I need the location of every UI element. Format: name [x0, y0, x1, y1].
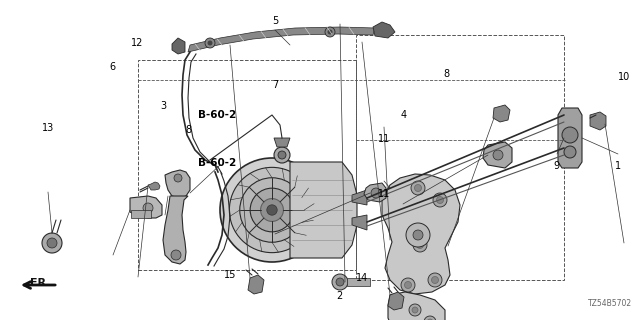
Bar	[138, 60, 356, 270]
Polygon shape	[558, 108, 582, 168]
Polygon shape	[172, 38, 185, 54]
Polygon shape	[352, 215, 367, 230]
Polygon shape	[364, 183, 386, 202]
Circle shape	[417, 242, 424, 249]
Text: 13: 13	[42, 123, 54, 133]
Circle shape	[427, 319, 433, 320]
Text: 11: 11	[378, 188, 390, 199]
Polygon shape	[347, 278, 370, 286]
Bar	[131, 210, 151, 218]
Circle shape	[412, 307, 418, 313]
Circle shape	[171, 250, 181, 260]
Circle shape	[267, 205, 277, 215]
Polygon shape	[165, 170, 190, 198]
Circle shape	[229, 167, 315, 253]
Text: FR.: FR.	[29, 278, 51, 288]
Circle shape	[409, 304, 421, 316]
Text: B-60-2: B-60-2	[198, 158, 237, 168]
Text: 2: 2	[336, 291, 342, 301]
Polygon shape	[590, 112, 606, 130]
Circle shape	[328, 29, 333, 35]
Text: TZ54B5702: TZ54B5702	[588, 299, 632, 308]
Text: 8: 8	[444, 68, 450, 79]
Circle shape	[415, 185, 422, 191]
Text: 3: 3	[160, 100, 166, 111]
Polygon shape	[373, 22, 395, 38]
Text: 6: 6	[109, 62, 115, 72]
Circle shape	[274, 147, 290, 163]
Polygon shape	[148, 182, 160, 190]
Text: 5: 5	[272, 16, 278, 26]
Circle shape	[431, 276, 438, 284]
Circle shape	[404, 282, 412, 289]
Circle shape	[143, 203, 153, 213]
Bar	[356, 35, 564, 280]
Text: B-60-2: B-60-2	[198, 110, 237, 120]
Text: 14: 14	[355, 273, 368, 284]
Circle shape	[424, 316, 436, 320]
Polygon shape	[130, 196, 162, 218]
Circle shape	[240, 178, 304, 242]
Text: 10: 10	[618, 72, 630, 82]
Circle shape	[371, 188, 381, 198]
Text: 4: 4	[400, 110, 406, 120]
Circle shape	[562, 127, 578, 143]
Circle shape	[250, 188, 294, 232]
Polygon shape	[483, 142, 512, 168]
Circle shape	[42, 233, 62, 253]
Polygon shape	[274, 138, 290, 147]
Text: 12: 12	[131, 38, 144, 48]
Polygon shape	[352, 190, 367, 205]
Polygon shape	[163, 196, 188, 264]
Circle shape	[207, 41, 212, 45]
Polygon shape	[248, 275, 264, 294]
Polygon shape	[388, 292, 404, 310]
Circle shape	[205, 38, 215, 48]
Polygon shape	[188, 27, 375, 52]
Circle shape	[413, 230, 423, 240]
Text: 9: 9	[554, 161, 560, 172]
Text: 7: 7	[272, 80, 278, 90]
Polygon shape	[493, 105, 510, 122]
Circle shape	[220, 158, 324, 262]
Text: 15: 15	[224, 270, 237, 280]
Circle shape	[47, 238, 57, 248]
Circle shape	[260, 198, 284, 221]
Circle shape	[401, 278, 415, 292]
Circle shape	[336, 278, 344, 286]
Polygon shape	[382, 174, 460, 294]
Circle shape	[411, 181, 425, 195]
Polygon shape	[290, 162, 357, 258]
Circle shape	[413, 238, 427, 252]
Circle shape	[278, 151, 286, 159]
Text: 11: 11	[378, 134, 390, 144]
Circle shape	[332, 274, 348, 290]
Circle shape	[433, 193, 447, 207]
Text: 8: 8	[186, 124, 192, 135]
Polygon shape	[388, 292, 445, 320]
Circle shape	[325, 27, 335, 37]
Circle shape	[436, 196, 444, 204]
Circle shape	[564, 146, 576, 158]
Text: 1: 1	[614, 161, 621, 172]
Circle shape	[493, 150, 503, 160]
Circle shape	[428, 273, 442, 287]
Circle shape	[174, 174, 182, 182]
Circle shape	[406, 223, 430, 247]
